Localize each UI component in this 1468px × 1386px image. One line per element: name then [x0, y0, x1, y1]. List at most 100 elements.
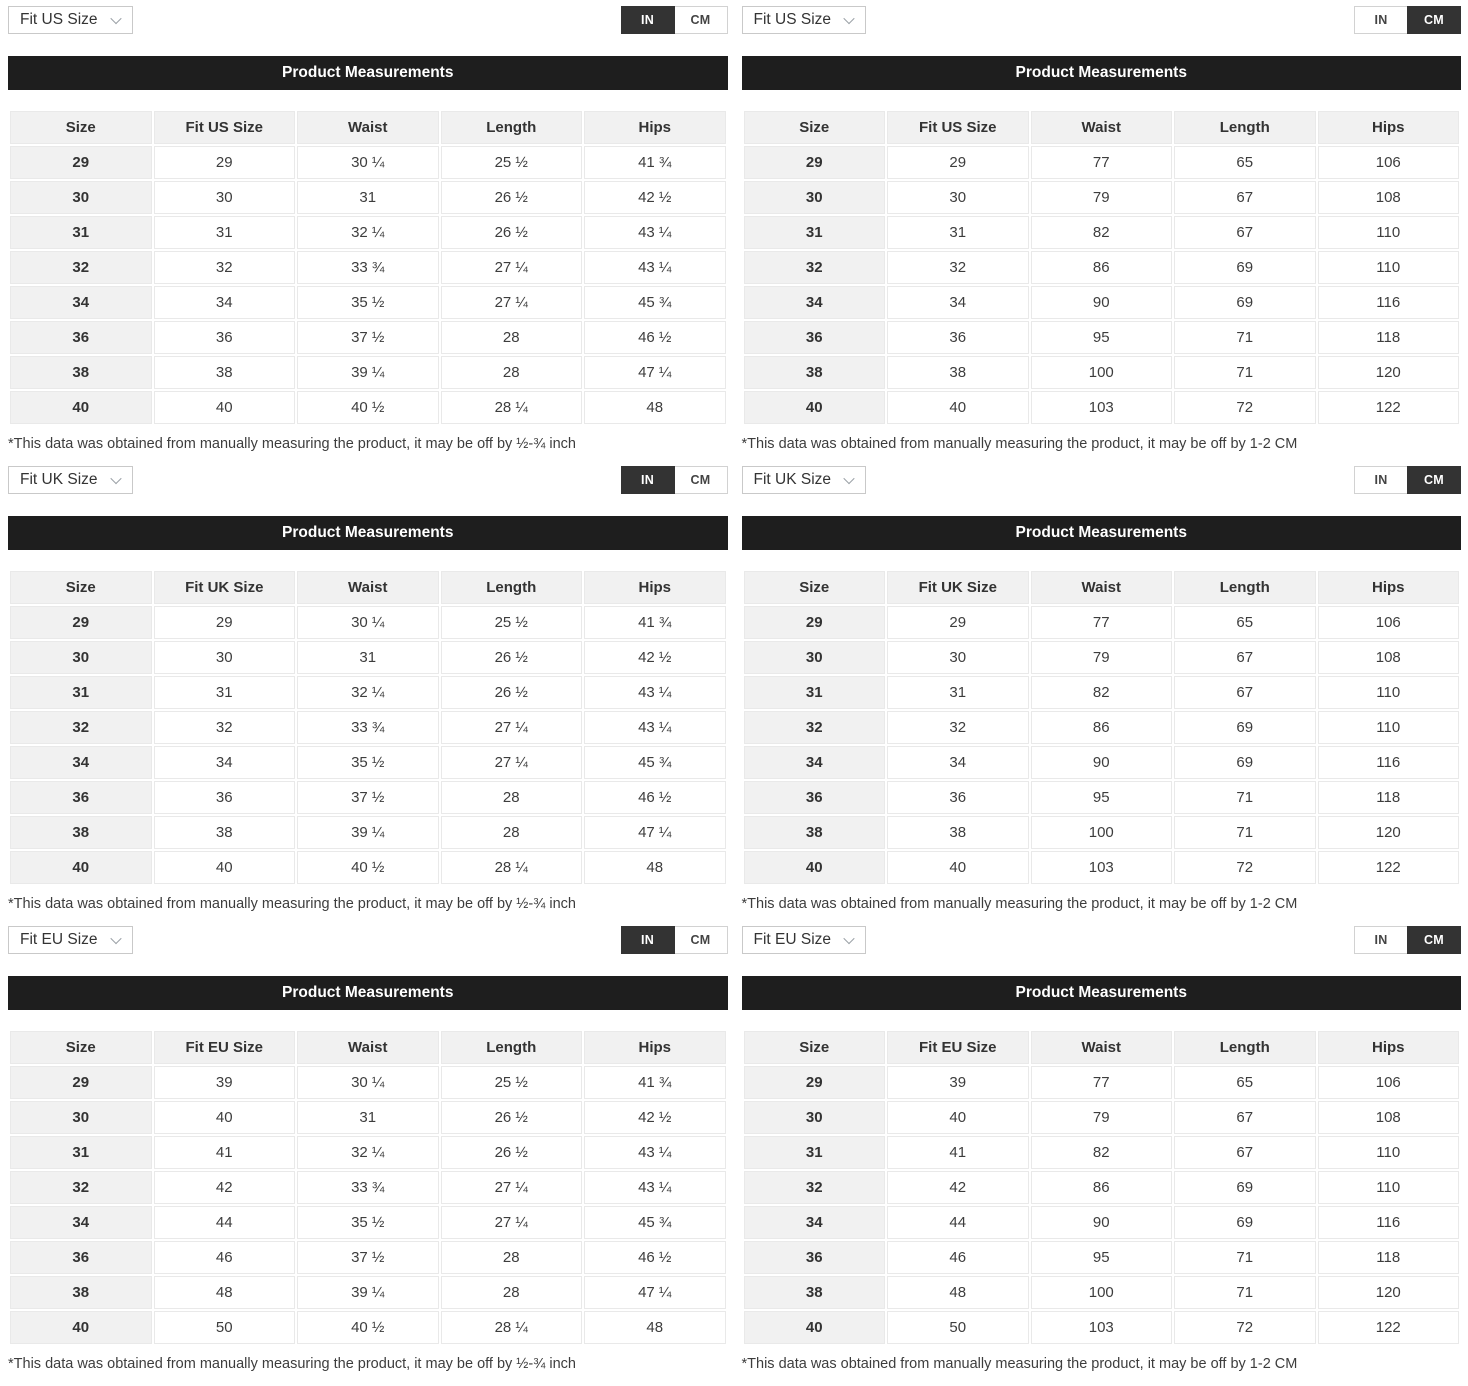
column-header: Waist — [1030, 571, 1172, 604]
fit-size-dropdown[interactable]: Fit US Size — [741, 6, 867, 34]
chevron-down-icon — [843, 12, 855, 25]
unit-toggle-cm[interactable]: CM — [1407, 926, 1461, 954]
row-size-cell: 36 — [743, 1241, 885, 1274]
measurements-table: Size Fit UK Size Waist Length Hips 29 29 77 65 10… — [742, 569, 1462, 886]
table-cell: 44 — [153, 1206, 295, 1239]
unit-toggle: IN CM — [1354, 926, 1461, 954]
fit-size-dropdown-label: Fit US Size — [20, 11, 98, 28]
table-cell: 42 — [153, 1171, 295, 1204]
table-cell: 43 ¼ — [584, 711, 726, 744]
table-row: 40 40 103 72 122 — [743, 851, 1459, 884]
table-cell: 29 — [153, 606, 295, 639]
column-header: Length — [440, 571, 582, 604]
table-cell: 106 — [1317, 1066, 1459, 1099]
table-cell: 28 ¼ — [440, 391, 582, 424]
unit-toggle-cm[interactable]: CM — [673, 466, 728, 494]
table-cell: 32 ¼ — [297, 676, 439, 709]
table-cell: 32 — [153, 251, 295, 284]
unit-toggle-cm[interactable]: CM — [1407, 466, 1461, 494]
table-title-bar: Product Measurements — [8, 56, 728, 90]
table-cell: 79 — [1030, 641, 1172, 674]
table-cell: 33 ¾ — [297, 711, 439, 744]
measurement-disclaimer: *This data was obtained from manually me… — [741, 436, 1298, 452]
unit-toggle-in[interactable]: IN — [1354, 6, 1408, 34]
table-cell: 31 — [297, 181, 439, 214]
unit-toggle: IN CM — [620, 926, 728, 954]
table-row: 29 29 77 65 106 — [743, 146, 1459, 179]
unit-toggle-cm[interactable]: CM — [673, 6, 728, 34]
fit-size-dropdown[interactable]: Fit UK Size — [741, 466, 867, 494]
table-cell: 69 — [1174, 1171, 1316, 1204]
table-row: 36 46 37 ½ 28 46 ½ — [10, 1241, 726, 1274]
row-size-cell: 31 — [10, 216, 152, 249]
table-cell: 34 — [153, 286, 295, 319]
table-cell: 36 — [887, 321, 1029, 354]
table-row: 32 42 33 ¾ 27 ¼ 43 ¼ — [10, 1171, 726, 1204]
row-size-cell: 38 — [10, 356, 152, 389]
table-cell: 43 ¼ — [584, 1136, 726, 1169]
table-cell: 28 ¼ — [440, 851, 582, 884]
unit-toggle-in[interactable]: IN — [1354, 466, 1408, 494]
table-cell: 122 — [1317, 851, 1459, 884]
table-cell: 39 ¼ — [297, 816, 439, 849]
table-row: 34 34 35 ½ 27 ¼ 45 ¾ — [10, 746, 726, 779]
table-cell: 40 ½ — [297, 1311, 439, 1344]
table-cell: 116 — [1317, 286, 1459, 319]
table-cell: 40 — [153, 391, 295, 424]
measurements-table: Size Fit US Size Waist Length Hips 29 29 77 65 10… — [742, 109, 1462, 426]
table-header-row: Size Fit US Size Waist Length Hips — [10, 111, 726, 144]
table-cell: 100 — [1030, 1276, 1172, 1309]
column-header: Fit US Size — [887, 111, 1029, 144]
table-cell: 95 — [1030, 321, 1172, 354]
table-cell: 26 ½ — [440, 676, 582, 709]
measurement-disclaimer: *This data was obtained from manually me… — [8, 896, 576, 912]
table-cell: 35 ½ — [297, 1206, 439, 1239]
table-cell: 46 ½ — [584, 321, 726, 354]
unit-toggle-in[interactable]: IN — [620, 6, 675, 34]
table-row: 30 40 79 67 108 — [743, 1101, 1459, 1134]
fit-size-dropdown[interactable]: Fit UK Size — [8, 466, 133, 494]
unit-toggle-in[interactable]: IN — [1354, 926, 1408, 954]
table-cell: 34 — [887, 746, 1029, 779]
row-size-cell: 36 — [743, 781, 885, 814]
table-title-bar: Product Measurements — [8, 516, 728, 550]
row-size-cell: 30 — [743, 1101, 885, 1134]
table-cell: 118 — [1317, 321, 1459, 354]
table-cell: 86 — [1030, 711, 1172, 744]
table-cell: 103 — [1030, 391, 1172, 424]
table-cell: 110 — [1317, 676, 1459, 709]
table-cell: 33 ¾ — [297, 251, 439, 284]
table-cell: 79 — [1030, 181, 1172, 214]
table-title: Product Measurements — [282, 524, 454, 541]
table-cell: 28 — [440, 1276, 582, 1309]
table-cell: 28 — [440, 816, 582, 849]
row-size-cell: 29 — [10, 1066, 152, 1099]
column-header: Waist — [297, 1031, 439, 1064]
panel-controls: Fit US Size IN CM — [741, 6, 1461, 34]
table-cell: 26 ½ — [440, 641, 582, 674]
size-chart-panel-us-in: Fit US Size IN CM Product Measurements S… — [8, 6, 728, 452]
fit-size-dropdown[interactable]: Fit EU Size — [741, 926, 867, 954]
table-cell: 103 — [1030, 1311, 1172, 1344]
table-row: 36 46 95 71 118 — [743, 1241, 1459, 1274]
column-header: Waist — [1030, 111, 1172, 144]
table-cell: 110 — [1317, 216, 1459, 249]
unit-toggle: IN CM — [620, 466, 728, 494]
unit-toggle-cm[interactable]: CM — [1407, 6, 1461, 34]
unit-toggle-in[interactable]: IN — [620, 926, 675, 954]
unit-toggle-cm[interactable]: CM — [673, 926, 728, 954]
row-size-cell: 30 — [743, 181, 885, 214]
fit-size-dropdown[interactable]: Fit US Size — [8, 6, 133, 34]
row-size-cell: 31 — [743, 676, 885, 709]
table-row: 34 34 90 69 116 — [743, 746, 1459, 779]
unit-toggle-in[interactable]: IN — [620, 466, 675, 494]
measurements-table: Size Fit EU Size Waist Length Hips 29 39 77 65 10… — [742, 1029, 1462, 1346]
table-cell: 46 ½ — [584, 1241, 726, 1274]
unit-toggle: IN CM — [1354, 6, 1461, 34]
table-cell: 39 — [887, 1066, 1029, 1099]
column-header: Fit EU Size — [887, 1031, 1029, 1064]
column-header: Hips — [1317, 571, 1459, 604]
table-cell: 30 — [153, 641, 295, 674]
fit-size-dropdown[interactable]: Fit EU Size — [8, 926, 133, 954]
table-cell: 95 — [1030, 1241, 1172, 1274]
